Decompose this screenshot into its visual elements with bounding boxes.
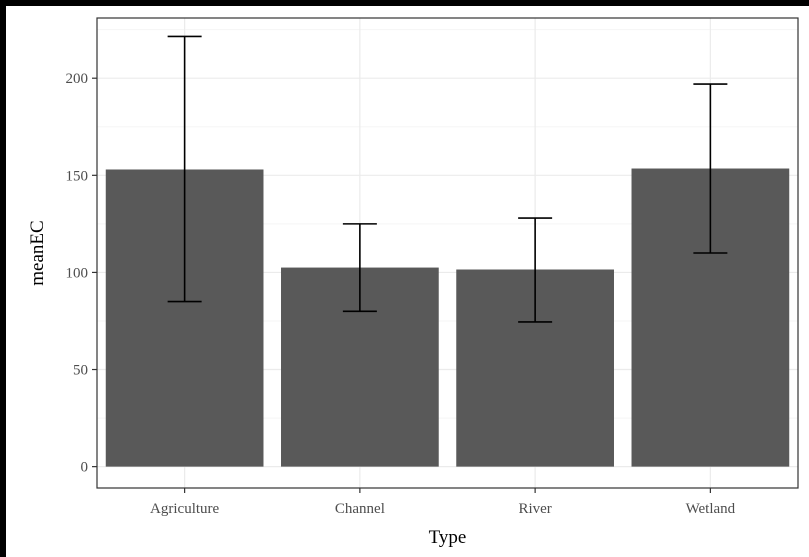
y-tick-label: 100 <box>66 265 89 281</box>
y-tick-label: 0 <box>81 460 89 476</box>
x-tick-label: Wetland <box>686 501 736 517</box>
y-tick-label: 150 <box>66 168 89 184</box>
x-axis: Agriculture Channel River Wetland <box>150 488 736 517</box>
y-tick-label: 50 <box>73 363 88 379</box>
x-tick-label: River <box>518 501 551 517</box>
x-tick-label: Channel <box>335 501 385 517</box>
x-tick-label: Agriculture <box>150 501 219 517</box>
error-bars <box>167 35 728 323</box>
y-axis: 0 50 100 150 200 <box>66 71 97 476</box>
y-axis-title: meanEC <box>27 220 48 285</box>
y-tick-label: 200 <box>66 71 89 87</box>
plot-panel-border <box>96 17 799 489</box>
x-axis-title: Type <box>429 527 467 548</box>
